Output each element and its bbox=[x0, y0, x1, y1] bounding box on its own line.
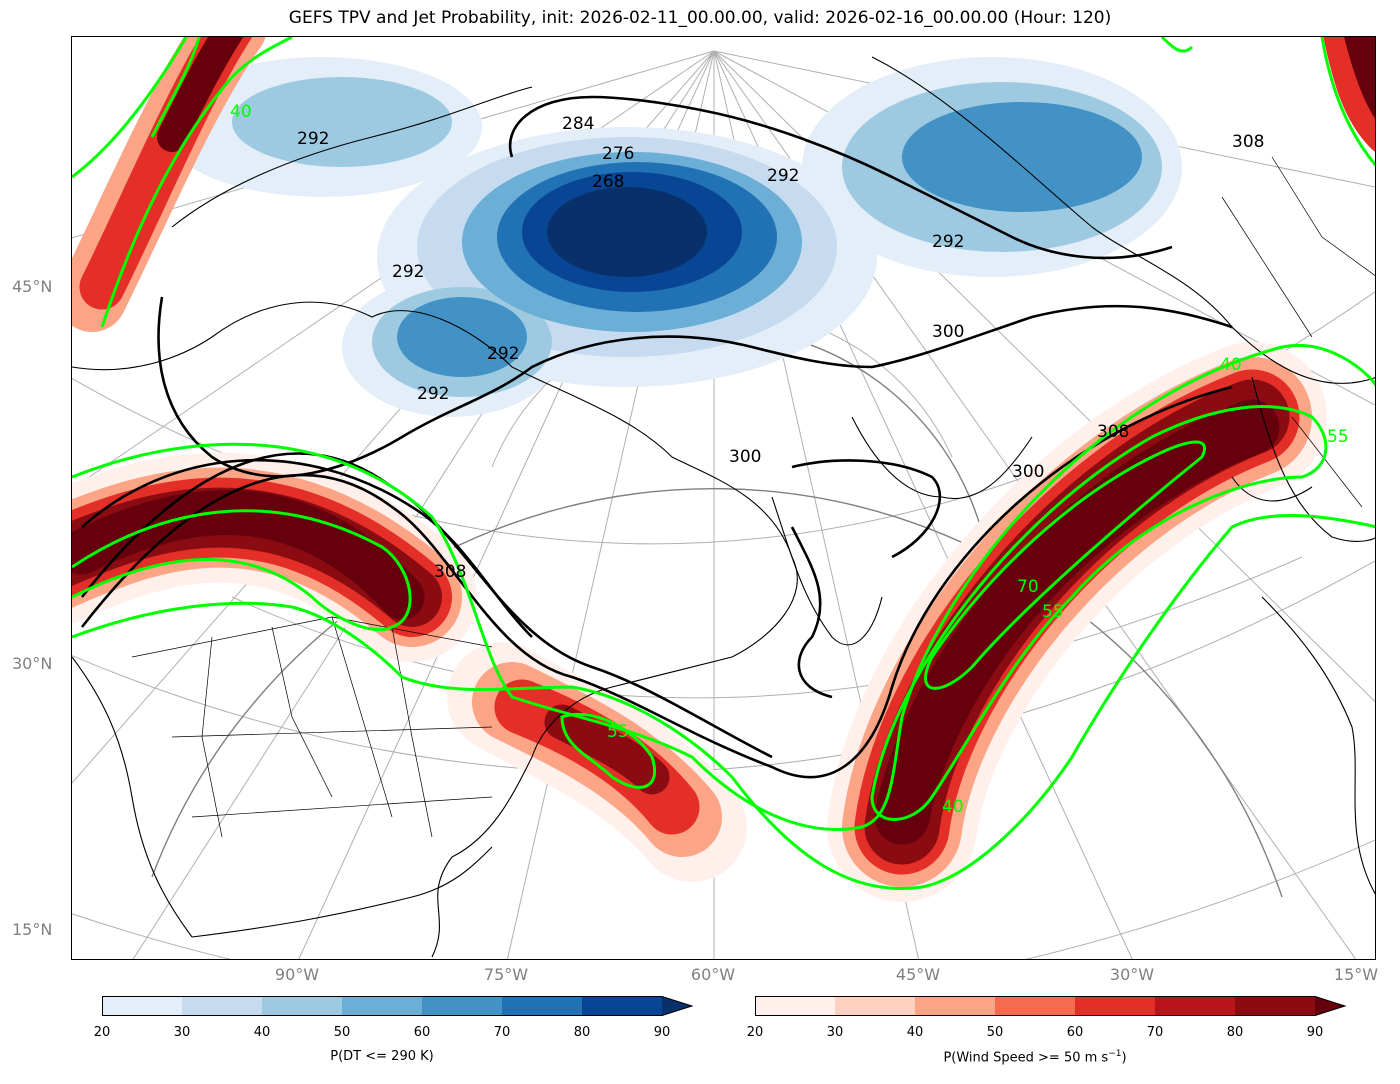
jet-streak-west bbox=[72, 452, 477, 662]
wind-contour-40-northwest bbox=[72, 37, 188, 179]
cbar-jet-bin-3 bbox=[915, 996, 995, 1016]
cbar-jet-tick: 60 bbox=[1066, 1025, 1084, 1040]
political-borders bbox=[131, 156, 1375, 838]
wind-label-55-atlantic: 55 bbox=[1042, 602, 1064, 622]
lon-label-90w: 90°W bbox=[274, 965, 320, 984]
theta-label-268: 268 bbox=[592, 172, 624, 192]
colorbar-jet bbox=[755, 996, 1347, 1016]
map-panel: 284 276 268 292 292 292 292 292 292 300 … bbox=[71, 36, 1376, 960]
theta-label-300-ne: 300 bbox=[932, 322, 964, 342]
theta-label-308-ne: 308 bbox=[1232, 132, 1264, 152]
lat-label-15n: 15°N bbox=[12, 920, 53, 939]
theta-label-284: 284 bbox=[562, 114, 594, 134]
lon-label-15w: 15°W bbox=[1333, 965, 1379, 984]
cbar-tpv-tick: 70 bbox=[493, 1025, 511, 1040]
theta-label-300: 300 bbox=[729, 447, 761, 467]
map-canvas: 284 276 268 292 292 292 292 292 292 300 … bbox=[72, 37, 1375, 959]
cbar-tpv-tick: 60 bbox=[413, 1025, 431, 1040]
theta-label-292-ne: 292 bbox=[932, 232, 964, 252]
wind-contour-40-northeast bbox=[1320, 37, 1375, 167]
cbar-jet-bin-4 bbox=[995, 996, 1075, 1016]
cbar-jet-bin-1 bbox=[755, 996, 835, 1016]
theta-contours bbox=[80, 95, 1233, 779]
colorbar-tpv bbox=[102, 996, 694, 1016]
wind-contour-40-northwest-outer bbox=[100, 37, 293, 328]
theta-label-292-n: 292 bbox=[767, 166, 799, 186]
cbar-tpv-bin-7 bbox=[582, 996, 662, 1016]
wind-contour-55-west bbox=[72, 509, 412, 632]
wind-contour-55-northwest bbox=[150, 37, 201, 138]
cbar-jet-bin-6 bbox=[1155, 996, 1235, 1016]
cbar-jet-bin-5 bbox=[1075, 996, 1155, 1016]
theta-label-292-sw: 292 bbox=[487, 344, 519, 364]
cbar-jet-extend bbox=[1315, 996, 1345, 1016]
theta-label-292-nw: 292 bbox=[297, 129, 329, 149]
theta-label-292-w: 292 bbox=[392, 262, 424, 282]
cbar-tpv-label: P(DT <= 290 K) bbox=[330, 1049, 434, 1064]
jet-probability-field bbox=[72, 37, 1375, 902]
cbar-jet-tick: 20 bbox=[746, 1025, 764, 1040]
theta-label-276: 276 bbox=[602, 144, 634, 164]
cbar-jet-tick: 40 bbox=[906, 1025, 924, 1040]
lon-label-60w: 60°W bbox=[690, 965, 736, 984]
cbar-tpv-bin-5 bbox=[422, 996, 502, 1016]
cbar-tpv-tick: 30 bbox=[173, 1025, 191, 1040]
jet-streak-northwest bbox=[72, 37, 266, 332]
cbar-tpv-tick: 40 bbox=[253, 1025, 271, 1040]
wind-contour-40-north bbox=[72, 514, 1375, 890]
jet-streak-northeast bbox=[1323, 37, 1375, 152]
wind-label-55-coast: 55 bbox=[607, 722, 629, 742]
wind-contour-40-north bbox=[1160, 37, 1194, 53]
jet-streak-east-coast bbox=[447, 642, 747, 882]
cbar-jet-tick: 50 bbox=[986, 1025, 1004, 1040]
tpv-probability-field bbox=[162, 57, 1182, 417]
theta-label-300-e: 300 bbox=[1012, 462, 1044, 482]
wind-contour-55-atlantic bbox=[870, 405, 1328, 821]
lat-label-45n: 45°N bbox=[12, 277, 53, 296]
wind-label-55-e: 55 bbox=[1327, 427, 1349, 447]
cbar-jet-tick: 80 bbox=[1226, 1025, 1244, 1040]
cbar-tpv-bin-6 bbox=[502, 996, 582, 1016]
jet-streak-atlantic bbox=[827, 342, 1327, 902]
cbar-jet-bin-7 bbox=[1235, 996, 1315, 1016]
wind-contour-40-south bbox=[72, 343, 1375, 831]
cbar-jet-tick: 70 bbox=[1146, 1025, 1164, 1040]
cbar-tpv-bin-1 bbox=[102, 996, 182, 1016]
cbar-tpv-tick: 20 bbox=[93, 1025, 111, 1040]
cbar-tpv-bin-2 bbox=[182, 996, 262, 1016]
cbar-jet-label: P(Wind Speed >= 50 m s−1) bbox=[943, 1049, 1127, 1066]
cbar-tpv-bin-3 bbox=[262, 996, 342, 1016]
wind-label-40-e: 40 bbox=[1220, 355, 1242, 375]
coastlines bbox=[72, 56, 1375, 958]
theta-label-308-e: 308 bbox=[1097, 422, 1129, 442]
cbar-jet-tick: 90 bbox=[1306, 1025, 1324, 1040]
theta-label-308-w: 308 bbox=[434, 562, 466, 582]
cbar-tpv-extend bbox=[662, 996, 692, 1016]
wind-contour-55-coast bbox=[560, 712, 657, 789]
wind-contour-labels: 40 40 40 55 55 55 70 bbox=[230, 102, 1349, 817]
cbar-tpv-bin-4 bbox=[342, 996, 422, 1016]
wind-contour-70-atlantic bbox=[924, 440, 1206, 690]
lon-label-30w: 30°W bbox=[1109, 965, 1155, 984]
cbar-jet-bin-2 bbox=[835, 996, 915, 1016]
theta-contour-labels: 284 276 268 292 292 292 292 292 292 300 … bbox=[297, 114, 1264, 582]
map-title: GEFS TPV and Jet Probability, init: 2026… bbox=[288, 8, 1112, 28]
wind-label-70: 70 bbox=[1017, 577, 1039, 597]
cbar-jet-tick: 30 bbox=[826, 1025, 844, 1040]
wind-label-40-nw: 40 bbox=[230, 102, 252, 122]
cbar-tpv-tick: 80 bbox=[573, 1025, 591, 1040]
cbar-tpv-tick: 90 bbox=[653, 1025, 671, 1040]
wind-contours bbox=[72, 37, 1375, 890]
lat-label-30n: 30°N bbox=[12, 654, 53, 673]
wind-label-40-s: 40 bbox=[942, 797, 964, 817]
lon-label-75w: 75°W bbox=[483, 965, 529, 984]
lon-label-45w: 45°W bbox=[895, 965, 941, 984]
cbar-tpv-tick: 50 bbox=[333, 1025, 351, 1040]
theta-label-292-s: 292 bbox=[417, 384, 449, 404]
